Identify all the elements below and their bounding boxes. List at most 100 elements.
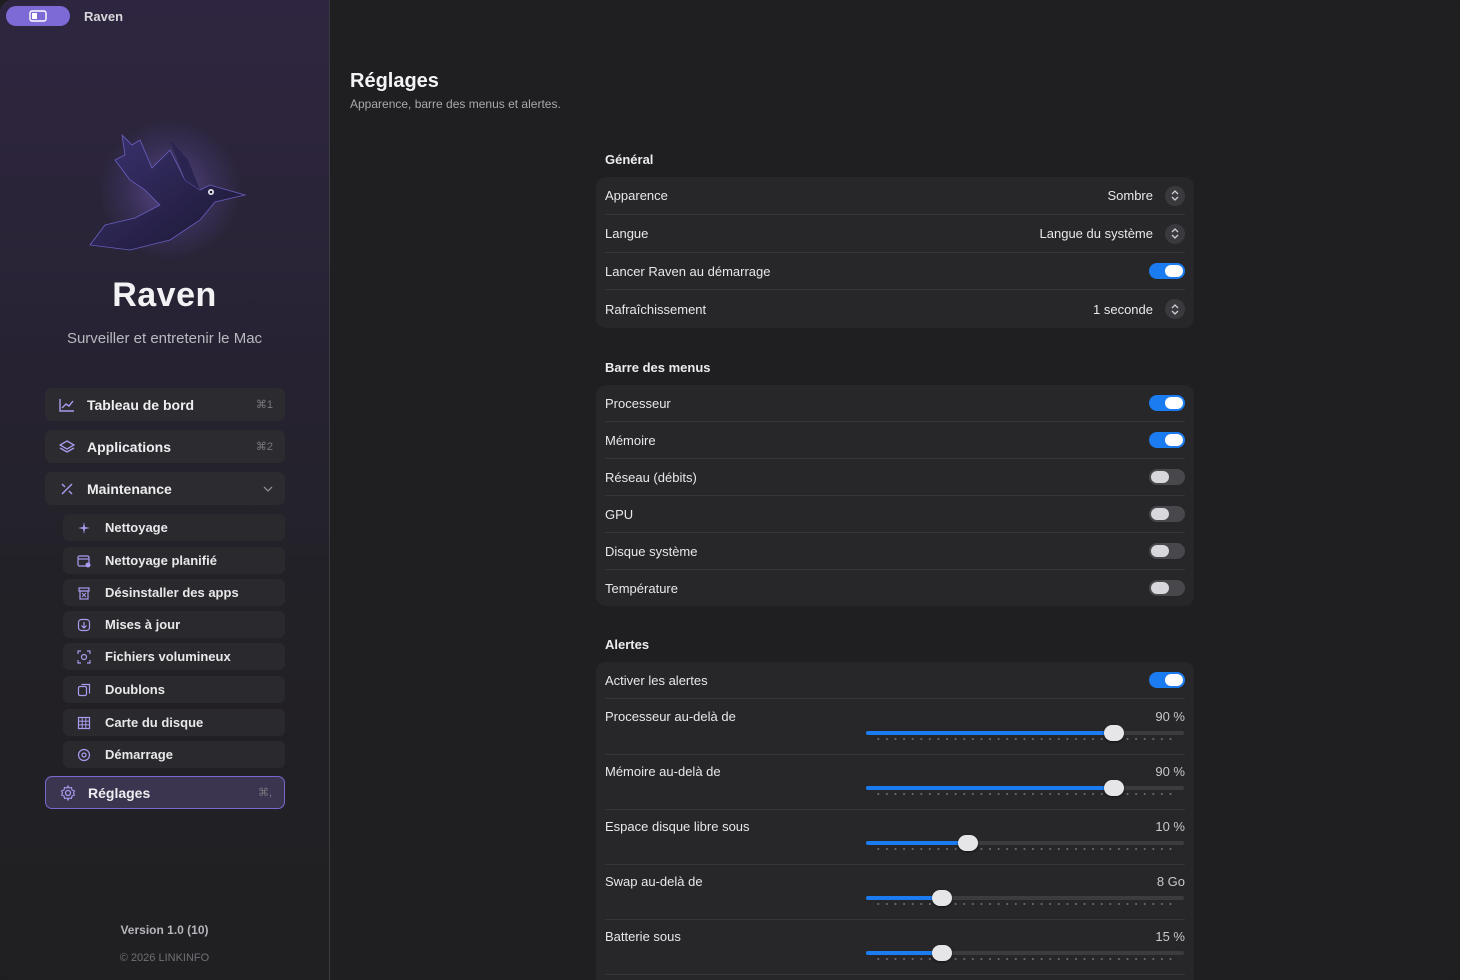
alert-battery-slider[interactable]	[866, 943, 1184, 963]
sidebar: Raven Raven Surveiller et entretenir le …	[0, 0, 330, 980]
alert-swap-slider[interactable]	[866, 888, 1184, 908]
subnav-cleaning[interactable]: Nettoyage	[63, 514, 285, 541]
alert-cpu-slider[interactable]	[866, 723, 1184, 743]
menubar-row-temperature: Température	[605, 570, 1185, 606]
slider-thumb[interactable]	[932, 945, 953, 961]
language-value: Langue du système	[1039, 226, 1153, 241]
trash-icon	[77, 586, 91, 600]
subnav-duplicates-label: Doublons	[105, 682, 165, 697]
copy-icon	[77, 683, 91, 697]
nav-dashboard-label: Tableau de bord	[87, 396, 195, 413]
subnav-startup-label: Démarrage	[105, 747, 173, 762]
section-menubar-title: Barre des menus	[605, 360, 711, 375]
section-alerts-title: Alertes	[605, 637, 650, 652]
subnav-duplicates[interactable]: Doublons	[63, 676, 285, 703]
language-popup[interactable]: Langue du système	[1039, 223, 1185, 244]
window-title: Raven	[84, 9, 124, 24]
nav-dashboard[interactable]: Tableau de bord ⌘1	[45, 388, 285, 421]
appearance-value: Sombre	[1107, 188, 1153, 203]
alert-swap-label: Swap au-delà de	[605, 874, 703, 889]
alert-battery-value: 15 %	[1155, 929, 1185, 944]
launch-at-login-toggle[interactable]	[1149, 263, 1185, 279]
nav-applications-shortcut: ⌘2	[255, 441, 273, 453]
refresh-popup[interactable]: 1 seconde	[1093, 299, 1185, 319]
nav-settings-shortcut: ⌘,	[257, 787, 272, 799]
subnav-large-files[interactable]: Fichiers volumineux	[63, 643, 285, 670]
alert-row-cpu: Processeur au-delà de 90 %	[605, 699, 1185, 755]
nav-maintenance-label: Maintenance	[87, 480, 172, 497]
refresh-label: Rafraîchissement	[605, 301, 707, 317]
chevron-down-icon	[263, 483, 273, 495]
alert-swap-value: 8 Go	[1156, 874, 1185, 889]
alerts-enable-toggle[interactable]	[1149, 672, 1185, 688]
subnav-large-files-label: Fichiers volumineux	[105, 649, 231, 664]
menubar-row-memory: Mémoire	[605, 422, 1185, 459]
alert-disk-label: Espace disque libre sous	[605, 819, 750, 834]
subnav-scheduled-cleaning-label: Nettoyage planifié	[105, 553, 217, 568]
gear-icon	[60, 784, 76, 801]
alert-memory-slider[interactable]	[866, 778, 1184, 798]
slider-thumb[interactable]	[1104, 780, 1125, 796]
version-label: Version 1.0 (10)	[120, 923, 209, 937]
alert-cpu-value: 90 %	[1155, 709, 1185, 724]
app-tagline: Surveiller et entretenir le Mac	[66, 330, 263, 347]
subnav-disk-map[interactable]: Carte du disque	[63, 709, 285, 736]
alert-cpu-label: Processeur au-delà de	[605, 709, 736, 724]
nav-settings[interactable]: Réglages ⌘,	[45, 776, 285, 809]
setting-row-appearance: Apparence Sombre	[605, 177, 1185, 215]
slider-thumb[interactable]	[957, 835, 978, 851]
grid-icon	[77, 716, 91, 730]
alert-disk-slider[interactable]	[866, 833, 1184, 853]
menubar-cpu-toggle[interactable]	[1149, 395, 1185, 411]
alert-memory-label: Mémoire au-delà de	[605, 764, 721, 779]
slider-thumb[interactable]	[932, 890, 953, 906]
sidebar-toggle-button[interactable]	[6, 6, 70, 26]
refresh-value: 1 seconde	[1093, 301, 1153, 317]
subnav-updates[interactable]: Mises à jour	[63, 611, 285, 638]
alert-row-disk: Espace disque libre sous 10 %	[605, 809, 1185, 865]
alerts-card: Activer les alertes Processeur au-delà d…	[596, 662, 1194, 980]
subnav-scheduled-cleaning[interactable]: Nettoyage planifié	[63, 547, 285, 574]
chart-icon	[59, 397, 75, 413]
subnav-uninstall-apps[interactable]: Désinstaller des apps	[63, 579, 285, 606]
tools-icon	[59, 481, 75, 497]
section-general-title: Général	[605, 152, 654, 167]
alert-row-memory: Mémoire au-delà de 90 %	[605, 754, 1185, 810]
menubar-row-network: Réseau (débits)	[605, 459, 1185, 496]
general-card: Apparence Sombre Langue Langue du systèm…	[596, 177, 1194, 328]
chevron-updown-icon	[1165, 299, 1185, 319]
sidebar-icon	[29, 10, 47, 22]
menubar-row-disk: Disque système	[605, 533, 1185, 570]
alert-battery-label: Batterie sous	[605, 929, 681, 944]
scan-icon	[77, 649, 91, 664]
alert-disk-value: 10 %	[1155, 819, 1185, 834]
nav-dashboard-shortcut: ⌘1	[255, 399, 273, 411]
setting-row-refresh: Rafraîchissement 1 seconde	[605, 290, 1185, 328]
nav-maintenance[interactable]: Maintenance	[45, 472, 285, 505]
appearance-popup[interactable]: Sombre	[1107, 185, 1185, 206]
menubar-disk-toggle[interactable]	[1149, 543, 1185, 559]
power-icon	[77, 748, 91, 762]
nav-applications[interactable]: Applications ⌘2	[45, 430, 285, 463]
menubar-row-gpu: GPU	[605, 496, 1185, 533]
subnav-startup[interactable]: Démarrage	[63, 741, 285, 768]
slider-thumb[interactable]	[1104, 725, 1125, 741]
menubar-card: Processeur Mémoire Réseau (débits) GPU D…	[596, 385, 1194, 606]
launch-at-login-label: Lancer Raven au démarrage	[605, 263, 771, 279]
menubar-network-toggle[interactable]	[1149, 469, 1185, 485]
app-brand-name: Raven	[112, 276, 217, 314]
menubar-temperature-label: Température	[605, 580, 678, 596]
alert-memory-value: 90 %	[1155, 764, 1185, 779]
menubar-gpu-toggle[interactable]	[1149, 506, 1185, 522]
language-label: Langue	[605, 226, 649, 241]
subnav-updates-label: Mises à jour	[105, 617, 181, 632]
menubar-row-cpu: Processeur	[605, 385, 1185, 422]
menubar-disk-label: Disque système	[605, 543, 698, 559]
menubar-memory-toggle[interactable]	[1149, 432, 1185, 448]
page-title: Réglages	[350, 70, 439, 92]
menubar-temperature-toggle[interactable]	[1149, 580, 1185, 596]
alerts-row-enable: Activer les alertes	[605, 662, 1185, 699]
sparkle-icon	[77, 521, 91, 535]
raven-logo	[60, 110, 270, 280]
